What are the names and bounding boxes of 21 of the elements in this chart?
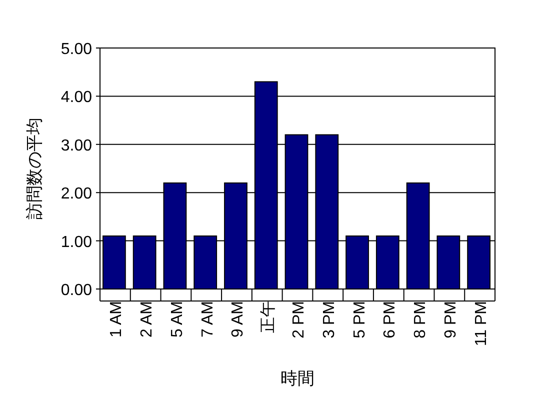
x-tick-label: 2 PM [290,301,308,338]
y-tick-label: 1.00 [60,234,92,251]
y-tick-label: 0.00 [60,282,92,299]
x-axis-title: 時間 [280,369,314,388]
x-tick-label: 9 AM [230,301,247,338]
x-tick-label: 正午 [260,301,278,333]
y-tick-label: 4.00 [60,89,92,106]
x-tick-label: 6 PM [382,301,399,338]
x-tick-label: 3 PM [320,301,338,338]
x-tick-label: 7 AM [199,301,216,338]
x-tick-label: 8 PM [412,301,430,338]
x-tick-label: 1 AM [108,301,126,338]
y-axis-title: 訪問数の平均 [25,118,44,220]
x-tick-label: 5 AM [168,301,186,338]
y-tick-label: 2.00 [60,186,92,203]
y-tick-label: 3.00 [60,137,92,154]
x-tick-label: 2 AM [138,301,156,338]
y-tick-label: 5.00 [60,41,92,58]
x-tick-label: 11 PM [472,301,490,346]
x-tick-label: 9 PM [442,301,460,338]
x-tick-label: 5 PM [351,301,368,338]
